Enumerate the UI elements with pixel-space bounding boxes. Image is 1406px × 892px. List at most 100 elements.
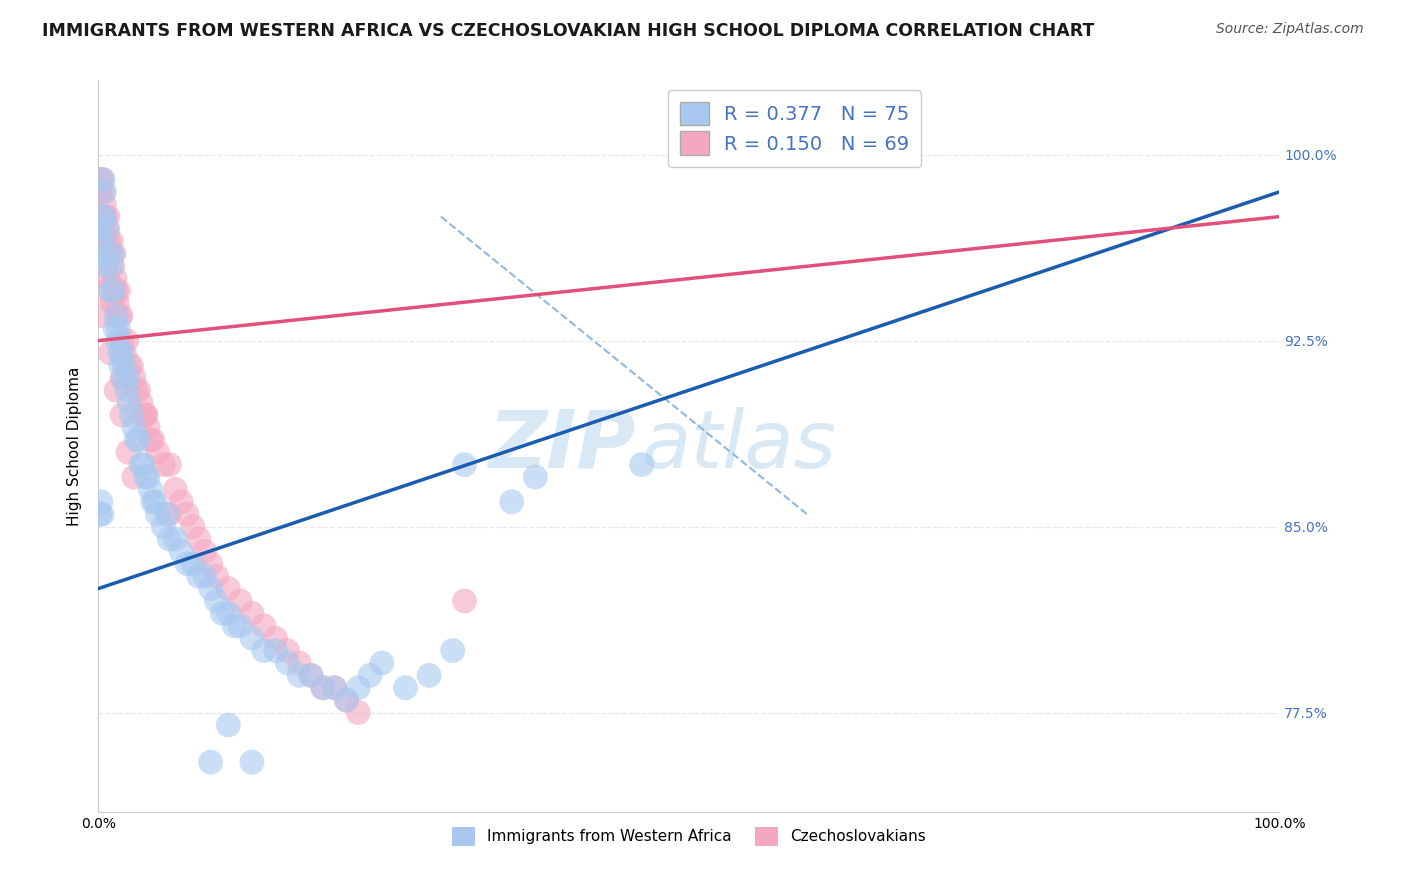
Point [93,284,115,298]
Point [91,185,114,199]
Point [112,371,135,385]
Point [276,656,298,670]
Point [107,321,129,335]
Text: IMMIGRANTS FROM WESTERN AFRICA VS CZECHOSLOVAKIAN HIGH SCHOOL DIPLOMA CORRELATIO: IMMIGRANTS FROM WESTERN AFRICA VS CZECHO… [42,22,1094,40]
Point [323,681,346,695]
Point [323,681,346,695]
Point [101,296,124,310]
Point [229,619,252,633]
Point [91,172,114,186]
Point [91,235,114,249]
Point [89,309,111,323]
Point [157,458,180,472]
Point [501,495,523,509]
Point [111,346,134,360]
Point [229,594,252,608]
Point [89,222,111,236]
Point [240,631,263,645]
Point [111,371,134,385]
Point [104,271,127,285]
Point [156,507,179,521]
Point [121,408,143,422]
Point [93,210,115,224]
Point [152,458,174,472]
Point [103,284,125,298]
Point [152,519,174,533]
Point [347,706,370,720]
Point [418,668,440,682]
Point [105,284,128,298]
Point [105,334,128,348]
Point [240,755,263,769]
Y-axis label: High School Diploma: High School Diploma [67,367,83,525]
Point [91,210,114,224]
Point [217,582,239,596]
Point [264,643,287,657]
Point [312,681,335,695]
Point [111,334,134,348]
Point [142,433,165,447]
Point [288,668,311,682]
Point [110,309,132,323]
Point [371,656,394,670]
Point [122,371,145,385]
Point [118,359,141,373]
Point [453,594,475,608]
Point [335,693,357,707]
Point [112,359,135,373]
Point [128,433,150,447]
Point [105,309,128,323]
Point [101,259,124,273]
Point [187,532,209,546]
Point [122,420,145,434]
Legend: Immigrants from Western Africa, Czechoslovakians: Immigrants from Western Africa, Czechosl… [446,821,932,852]
Point [96,247,118,261]
Point [107,284,129,298]
Point [110,359,132,373]
Point [524,470,547,484]
Point [453,458,475,472]
Point [205,594,228,608]
Point [104,321,127,335]
Point [93,185,115,199]
Point [94,210,117,224]
Point [115,334,138,348]
Point [200,755,222,769]
Point [129,395,152,409]
Point [90,210,112,224]
Point [176,507,198,521]
Point [139,483,162,497]
Point [200,582,222,596]
Point [181,557,204,571]
Point [253,643,276,657]
Point [118,395,141,409]
Point [146,507,169,521]
Point [224,619,246,633]
Point [108,309,131,323]
Point [97,222,120,236]
Point [335,693,357,707]
Point [136,420,159,434]
Point [441,643,464,657]
Point [170,495,193,509]
Point [194,544,217,558]
Point [264,631,287,645]
Point [108,346,131,360]
Point [139,433,162,447]
Point [205,569,228,583]
Point [128,383,150,397]
Point [136,470,159,484]
Point [132,458,155,472]
Point [276,643,298,657]
Point [181,519,204,533]
Point [129,458,152,472]
Text: ZIP: ZIP [488,407,636,485]
Point [217,718,239,732]
Point [97,271,120,285]
Point [100,259,122,273]
Point [217,607,239,621]
Point [253,619,276,633]
Point [117,371,139,385]
Point [89,507,111,521]
Point [105,383,128,397]
